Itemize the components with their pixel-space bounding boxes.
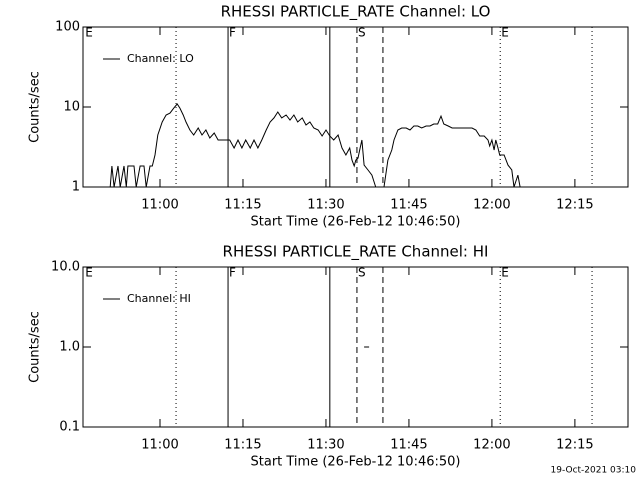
- data-line: [109, 103, 521, 188]
- y-tick-label: 10.0: [51, 260, 80, 275]
- footer: 19-Oct-2021 03:10: [551, 466, 637, 476]
- flag-label: E: [85, 266, 93, 280]
- y-axis-label: Counts/sec: [28, 71, 43, 143]
- flag-label: E: [501, 26, 509, 40]
- x-tick-label: 12:15: [556, 438, 593, 453]
- flag-label: E: [501, 266, 509, 280]
- chart-title: RHESSI PARTICLE_RATE Channel: HI: [223, 243, 489, 262]
- x-tick-label: 11:45: [390, 438, 427, 453]
- y-tick-label: 0.1: [59, 420, 80, 435]
- legend-label: Channel: LO: [127, 52, 194, 65]
- x-tick-label: 12:15: [556, 198, 593, 213]
- x-tick-label: 11:45: [390, 198, 427, 213]
- x-tick-label: 11:00: [141, 198, 178, 213]
- flag-label: F: [229, 266, 236, 280]
- y-tick-label: 10: [63, 100, 80, 115]
- y-axis-label: Counts/sec: [28, 311, 43, 383]
- flag-label: S: [358, 266, 366, 280]
- flag-label: F: [229, 26, 236, 40]
- x-tick-label: 11:15: [224, 198, 261, 213]
- x-tick-label: 11:30: [307, 198, 344, 213]
- x-axis-label: Start Time (26-Feb-12 10:46:50): [251, 215, 461, 230]
- legend-label: Channel: HI: [127, 292, 191, 305]
- x-tick-label: 12:00: [473, 198, 510, 213]
- flag-label: S: [358, 26, 366, 40]
- x-tick-label: 11:30: [307, 438, 344, 453]
- y-tick-label: 100: [55, 20, 80, 35]
- y-tick-label: 1.0: [59, 340, 80, 355]
- x-tick-label: 12:00: [473, 438, 510, 453]
- x-tick-label: 11:15: [224, 438, 261, 453]
- y-tick-label: 1: [72, 180, 80, 195]
- x-tick-label: 11:00: [141, 438, 178, 453]
- flag-label: E: [85, 26, 93, 40]
- x-axis-label: Start Time (26-Feb-12 10:46:50): [251, 455, 461, 470]
- chart-title: RHESSI PARTICLE_RATE Channel: LO: [221, 3, 491, 22]
